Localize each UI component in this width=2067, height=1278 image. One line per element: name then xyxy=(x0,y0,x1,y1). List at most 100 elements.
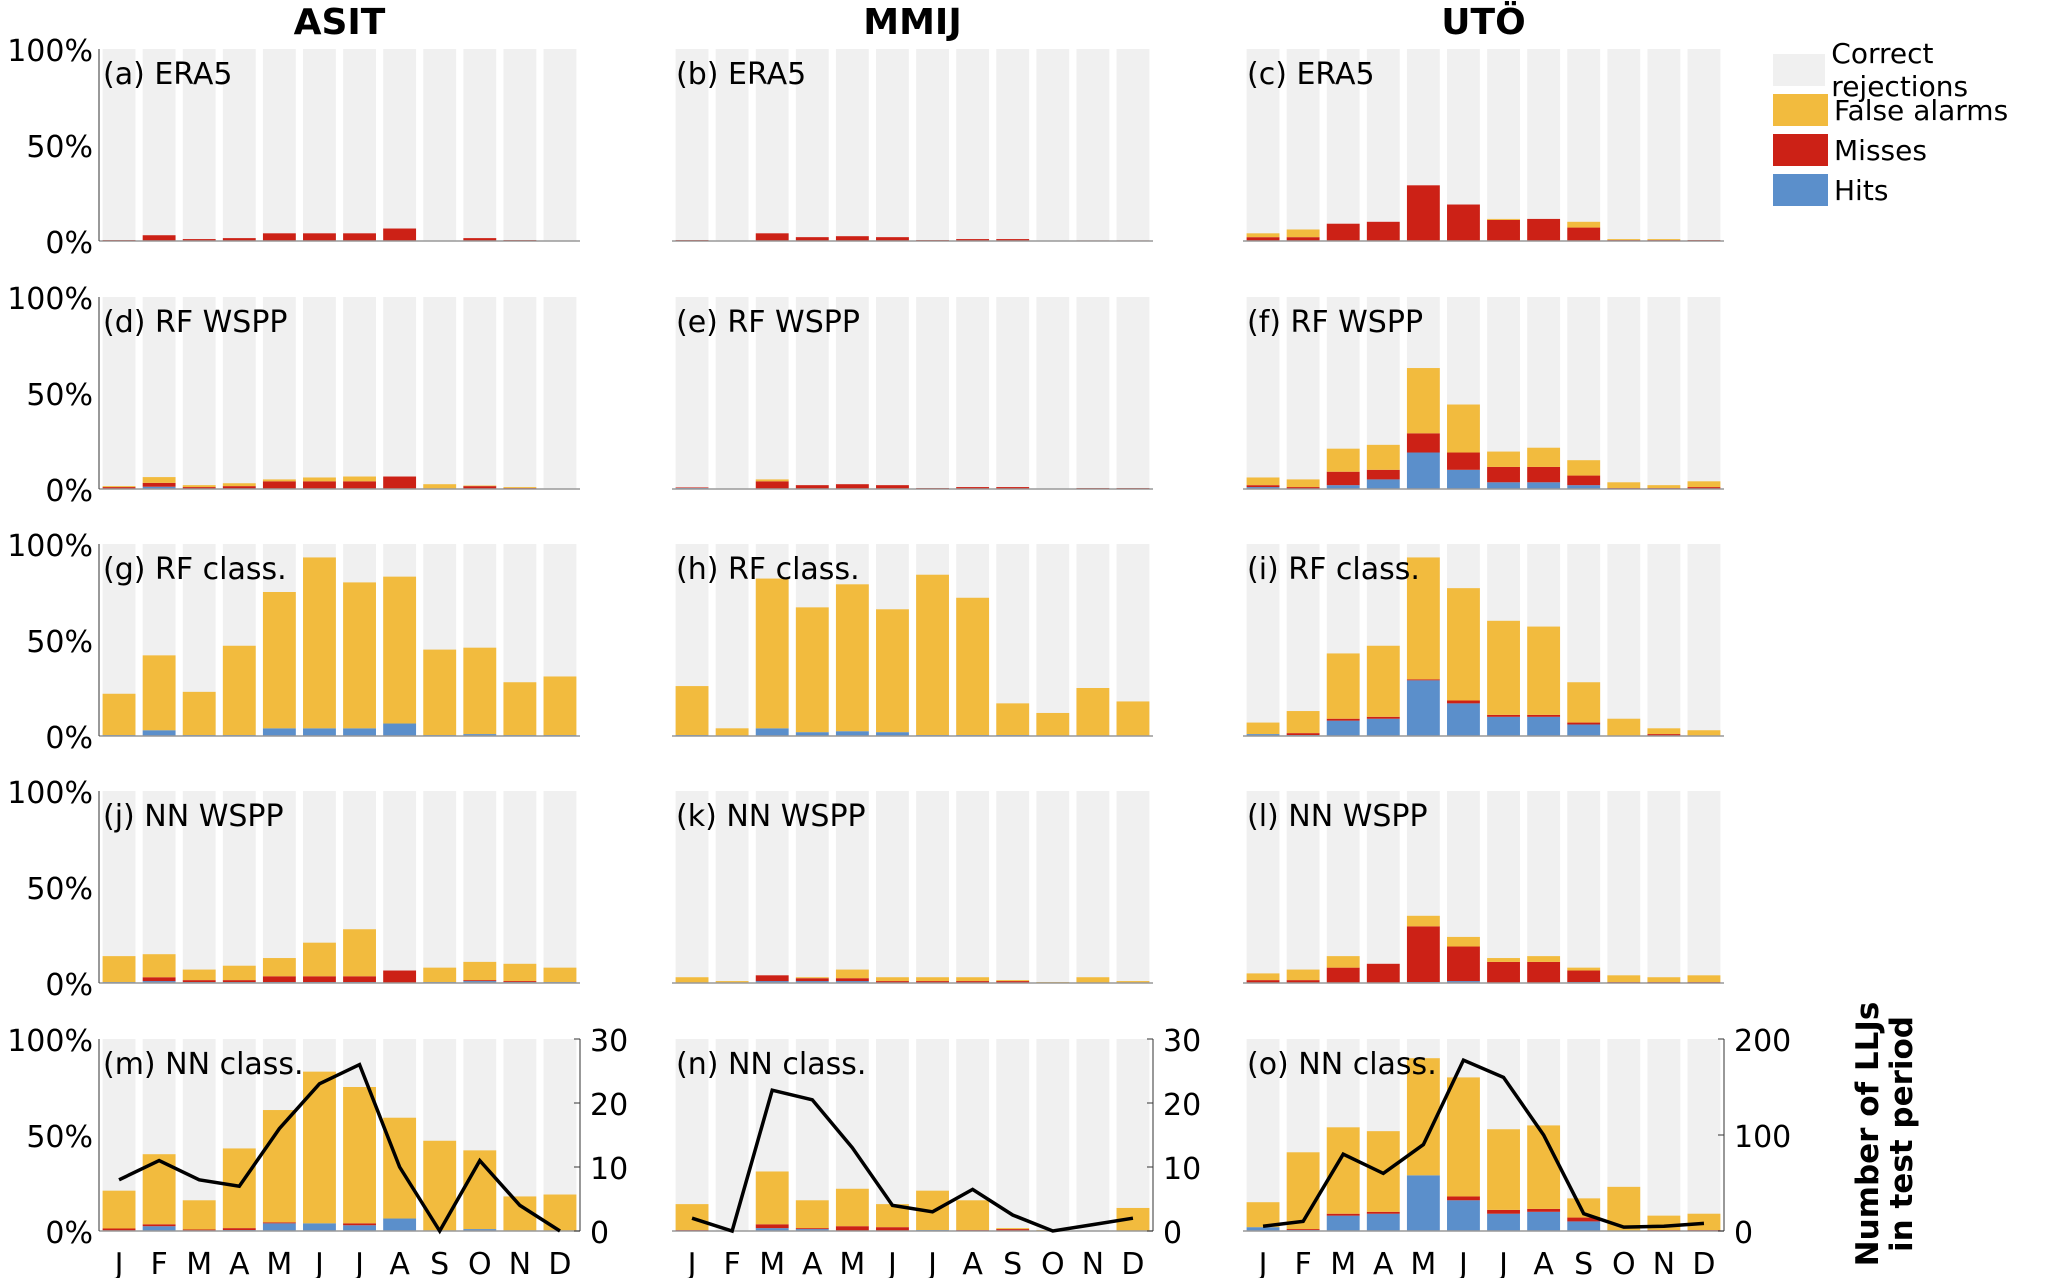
bar-misses xyxy=(1326,967,1360,983)
bar-false-alarms xyxy=(1487,1129,1520,1210)
month-label: F xyxy=(1294,1247,1311,1278)
bar-false-alarms xyxy=(1406,368,1440,434)
bar-false-alarms xyxy=(1647,728,1681,735)
bar-correct-rejections xyxy=(142,297,176,489)
bar-misses xyxy=(996,981,1030,983)
bar-false-alarms xyxy=(1607,975,1641,983)
bar-misses xyxy=(876,1227,909,1231)
bar-hits xyxy=(1366,1213,1400,1231)
bar-false-alarms xyxy=(1647,977,1681,983)
bar-misses xyxy=(755,975,789,982)
bar-false-alarms xyxy=(1076,977,1110,983)
bar-correct-rejections xyxy=(1527,49,1561,241)
bar-false-alarms xyxy=(1076,688,1110,736)
bar-false-alarms xyxy=(543,967,577,983)
bar-correct-rejections xyxy=(222,49,256,241)
bar-false-alarms xyxy=(1607,482,1641,489)
bar-misses xyxy=(182,487,216,489)
bar-misses xyxy=(996,487,1030,489)
month-label: N xyxy=(1082,1247,1104,1278)
bar-false-alarms xyxy=(876,1204,909,1228)
bar-hits xyxy=(1567,485,1601,489)
bar-false-alarms xyxy=(1487,451,1520,467)
bar-correct-rejections xyxy=(1527,791,1561,983)
month-label: N xyxy=(509,1247,531,1278)
right-tick-label: 30 xyxy=(590,1024,628,1059)
bar-hits xyxy=(463,1229,497,1231)
bar-correct-rejections xyxy=(1116,791,1150,983)
bar-false-alarms xyxy=(543,676,577,736)
bar-misses xyxy=(835,236,869,241)
legend-item-hits: Hits xyxy=(1773,170,2067,210)
bar-false-alarms xyxy=(876,609,909,733)
month-label: M xyxy=(186,1247,212,1278)
bar-misses xyxy=(1406,926,1440,983)
bar-misses xyxy=(835,978,869,982)
bar-misses xyxy=(1487,961,1520,983)
month-label: O xyxy=(1612,1247,1636,1278)
y-tick-label: 50% xyxy=(26,872,93,907)
bar-correct-rejections xyxy=(675,1039,709,1231)
bar-misses xyxy=(1406,679,1440,681)
bar-correct-rejections xyxy=(715,1039,749,1231)
panel-label: (f) RF WSPP xyxy=(1247,305,1423,340)
bar-false-alarms xyxy=(1647,239,1681,241)
bar-false-alarms xyxy=(876,977,909,982)
bar-misses xyxy=(503,981,537,983)
bar-hits xyxy=(795,1229,829,1231)
bar-misses xyxy=(343,976,376,983)
bar-correct-rejections xyxy=(182,49,216,241)
bar-false-alarms xyxy=(222,645,256,736)
panel-label: (a) ERA5 xyxy=(103,57,233,92)
bar-correct-rejections xyxy=(996,297,1030,489)
month-label: D xyxy=(548,1247,571,1278)
bar-false-alarms xyxy=(102,1190,136,1229)
bar-misses xyxy=(1447,1196,1480,1201)
bar-false-alarms xyxy=(1116,981,1150,983)
bar-correct-rejections xyxy=(383,791,417,983)
bar-misses xyxy=(675,487,709,489)
bar-false-alarms xyxy=(755,578,789,729)
bar-misses xyxy=(222,980,256,983)
bar-false-alarms xyxy=(383,576,417,724)
bar-misses xyxy=(795,978,829,982)
bar-correct-rejections xyxy=(1286,544,1320,736)
right-tick-label: 10 xyxy=(1163,1152,1201,1187)
bar-hits xyxy=(303,1223,336,1231)
bar-misses xyxy=(1567,970,1601,983)
column-title-mmij: MMIJ xyxy=(863,2,962,43)
bar-correct-rejections xyxy=(262,49,296,241)
right-tick-label: 0 xyxy=(1734,1216,1753,1251)
bar-correct-rejections xyxy=(1647,791,1681,983)
bar-false-alarms xyxy=(835,969,869,979)
bar-false-alarms xyxy=(142,477,176,483)
month-label: J xyxy=(113,1247,124,1278)
bar-false-alarms xyxy=(675,686,709,736)
bar-misses xyxy=(795,237,829,241)
y-tick-label: 100% xyxy=(7,34,93,69)
bar-correct-rejections xyxy=(1076,791,1110,983)
panel-label: (o) NN class. xyxy=(1247,1047,1437,1082)
bar-correct-rejections xyxy=(835,297,869,489)
bar-hits xyxy=(1406,1175,1440,1231)
bar-hits xyxy=(1246,487,1280,489)
bar-correct-rejections xyxy=(303,297,336,489)
bar-hits xyxy=(142,981,176,983)
bar-false-alarms xyxy=(1567,967,1601,971)
panel-label: (n) NN class. xyxy=(676,1047,866,1082)
legend-swatch xyxy=(1773,174,1828,206)
bar-false-alarms xyxy=(102,486,136,488)
bar-false-alarms xyxy=(1567,460,1601,476)
bar-false-alarms xyxy=(1487,958,1520,962)
month-label: M xyxy=(1410,1247,1436,1278)
bar-false-alarms xyxy=(463,647,497,735)
bar-correct-rejections xyxy=(262,791,296,983)
bar-misses xyxy=(142,977,176,982)
bar-correct-rejections xyxy=(182,1039,216,1231)
bar-false-alarms xyxy=(1286,229,1320,238)
bar-correct-rejections xyxy=(876,297,909,489)
bar-false-alarms xyxy=(956,597,990,736)
bar-hits xyxy=(1447,981,1480,983)
bar-misses xyxy=(956,487,990,489)
